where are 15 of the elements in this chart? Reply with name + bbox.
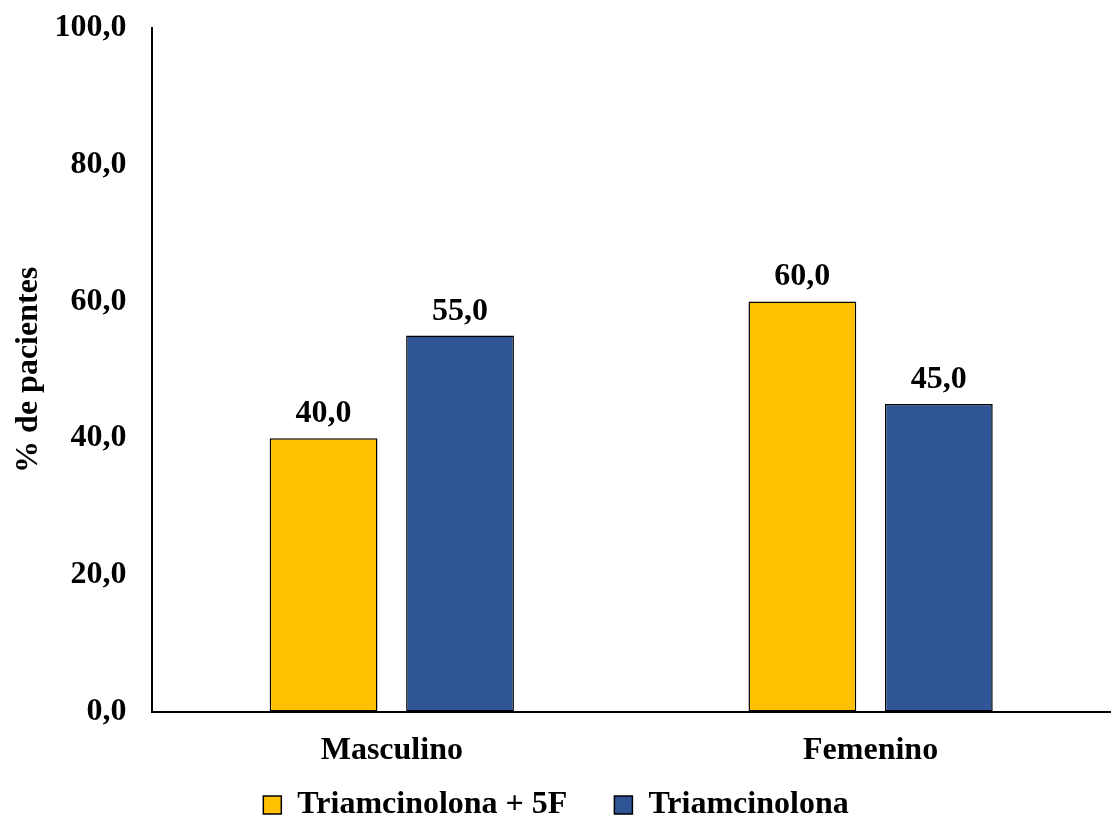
y-tick-label: 100,0	[54, 7, 127, 44]
y-tick-label: 40,0	[70, 417, 127, 454]
x-tick-label: Femenino	[803, 730, 939, 767]
y-axis-title: % de pacientes	[8, 266, 45, 473]
y-tick-label: 0,0	[86, 690, 127, 727]
data-label: 55,0	[432, 290, 489, 327]
y-tick-label: 80,0	[70, 143, 127, 180]
data-label: 45,0	[910, 358, 967, 395]
y-tick-label: 60,0	[70, 280, 127, 317]
legend-label: Triamcinolona + 5F	[297, 784, 568, 821]
data-label: 60,0	[774, 256, 831, 293]
data-label: 40,0	[295, 393, 352, 430]
legend-label: Triamcinolona	[648, 784, 849, 821]
x-tick-label: Masculino	[320, 730, 463, 767]
y-tick-label: 20,0	[70, 554, 127, 591]
